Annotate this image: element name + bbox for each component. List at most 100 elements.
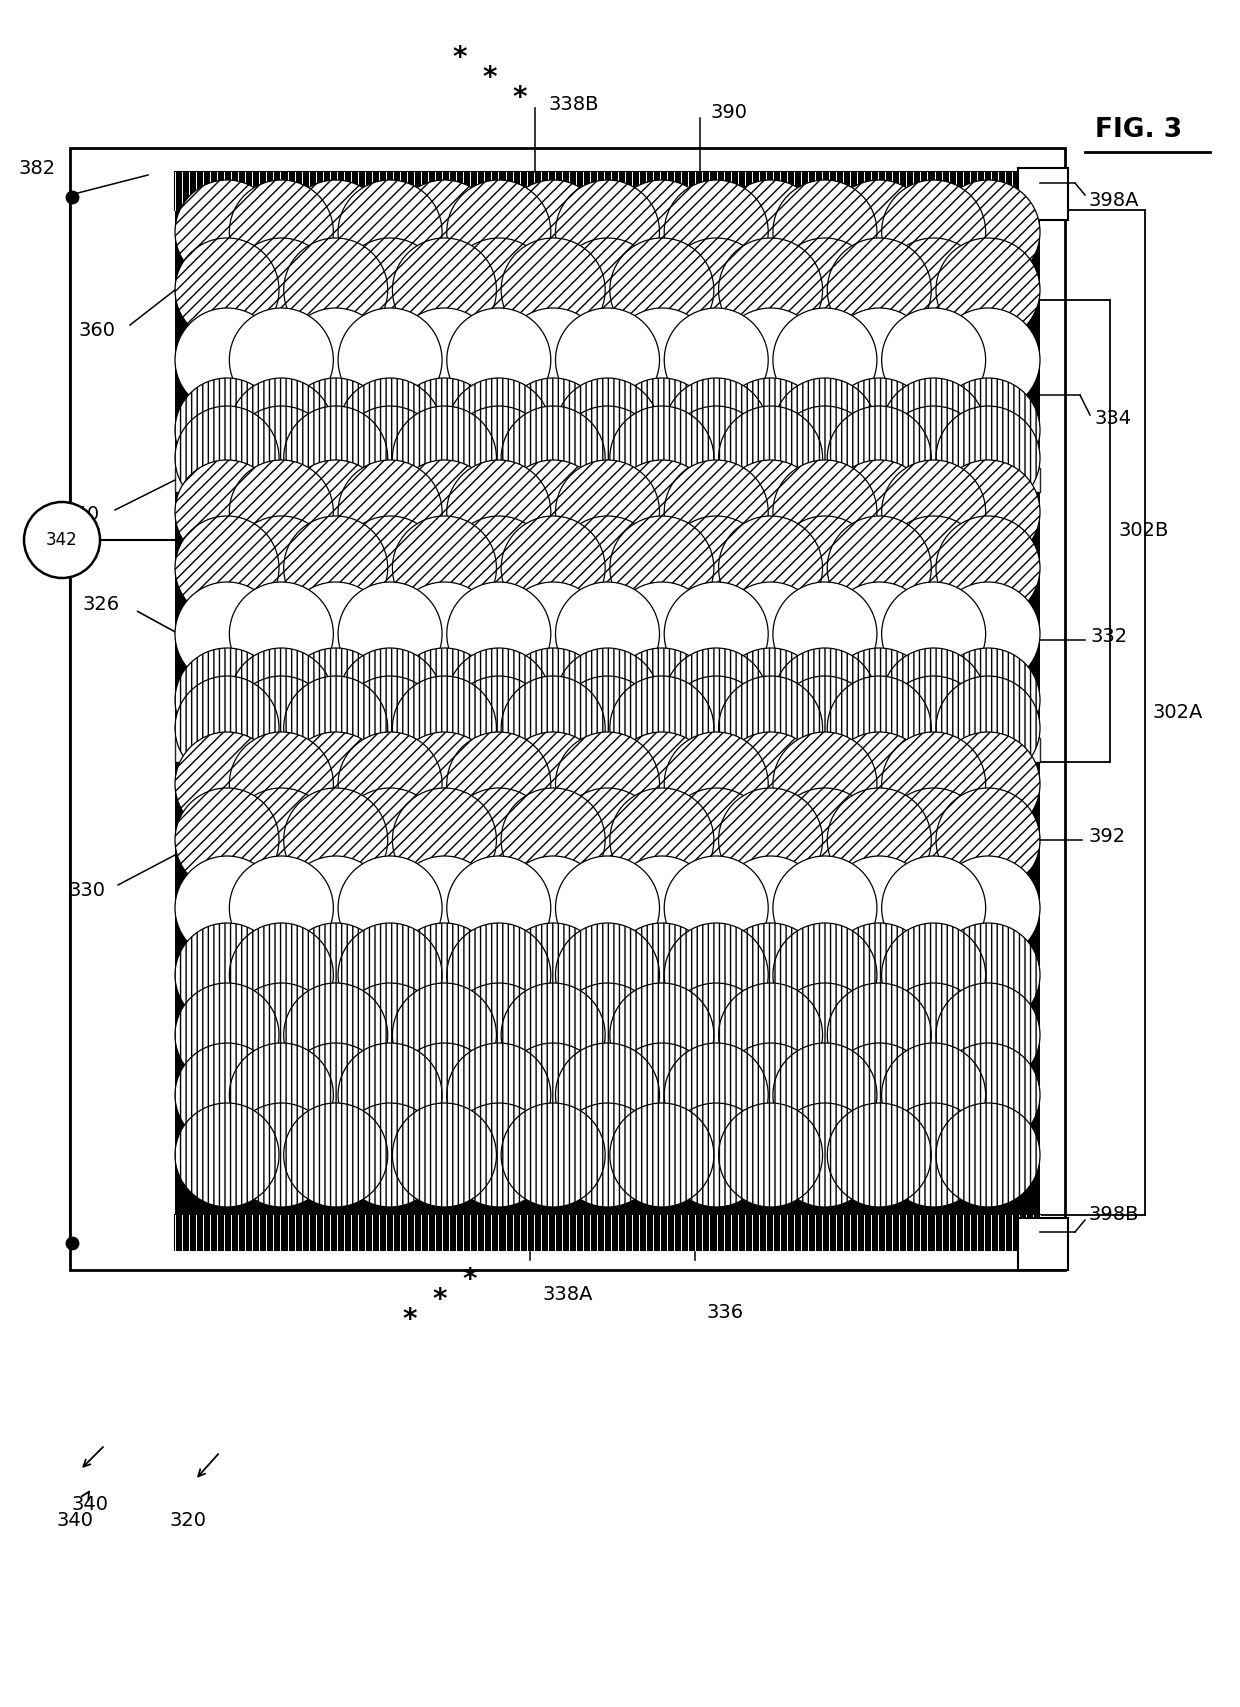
Circle shape bbox=[773, 676, 877, 780]
Circle shape bbox=[936, 676, 1040, 780]
Circle shape bbox=[446, 377, 551, 481]
Circle shape bbox=[229, 649, 334, 753]
Text: 302A: 302A bbox=[1153, 703, 1203, 722]
Circle shape bbox=[284, 1043, 388, 1147]
Bar bbox=[175, 172, 1040, 210]
Circle shape bbox=[610, 406, 714, 510]
Circle shape bbox=[392, 406, 496, 510]
Text: 302B: 302B bbox=[1118, 522, 1168, 541]
Circle shape bbox=[936, 516, 1040, 620]
Circle shape bbox=[610, 582, 714, 686]
Circle shape bbox=[284, 179, 388, 283]
Circle shape bbox=[501, 1103, 605, 1207]
Circle shape bbox=[229, 676, 334, 780]
Circle shape bbox=[665, 179, 769, 283]
Circle shape bbox=[827, 516, 931, 620]
Circle shape bbox=[392, 459, 496, 563]
Circle shape bbox=[665, 855, 769, 959]
Circle shape bbox=[392, 237, 496, 341]
Circle shape bbox=[556, 1103, 660, 1207]
Circle shape bbox=[827, 377, 931, 481]
Bar bbox=[175, 737, 1040, 761]
Circle shape bbox=[284, 459, 388, 563]
Circle shape bbox=[284, 307, 388, 411]
Circle shape bbox=[446, 732, 551, 836]
Text: 326: 326 bbox=[83, 596, 120, 615]
Circle shape bbox=[610, 179, 714, 283]
Circle shape bbox=[339, 789, 443, 893]
Circle shape bbox=[284, 855, 388, 959]
Circle shape bbox=[718, 649, 822, 753]
Circle shape bbox=[773, 855, 877, 959]
Circle shape bbox=[175, 459, 279, 563]
Circle shape bbox=[718, 1043, 822, 1147]
Circle shape bbox=[882, 516, 986, 620]
Circle shape bbox=[936, 237, 1040, 341]
Circle shape bbox=[229, 406, 334, 510]
Circle shape bbox=[339, 516, 443, 620]
Text: 340: 340 bbox=[72, 1492, 109, 1514]
Circle shape bbox=[773, 179, 877, 283]
Circle shape bbox=[610, 983, 714, 1087]
Text: 336: 336 bbox=[707, 1302, 744, 1321]
Circle shape bbox=[718, 406, 822, 510]
Circle shape bbox=[610, 237, 714, 341]
Text: 342: 342 bbox=[46, 531, 78, 550]
Text: 382: 382 bbox=[19, 159, 56, 178]
Circle shape bbox=[229, 307, 334, 411]
Circle shape bbox=[501, 459, 605, 563]
Circle shape bbox=[501, 307, 605, 411]
Circle shape bbox=[665, 649, 769, 753]
Circle shape bbox=[827, 789, 931, 893]
Circle shape bbox=[446, 923, 551, 1028]
Circle shape bbox=[882, 923, 986, 1028]
Circle shape bbox=[339, 1103, 443, 1207]
Circle shape bbox=[339, 855, 443, 959]
Circle shape bbox=[773, 1103, 877, 1207]
Bar bbox=[1018, 167, 1068, 220]
Text: 360: 360 bbox=[78, 321, 115, 340]
Circle shape bbox=[229, 516, 334, 620]
Circle shape bbox=[718, 582, 822, 686]
Circle shape bbox=[175, 789, 279, 893]
Text: 340: 340 bbox=[57, 1511, 93, 1529]
Circle shape bbox=[827, 1043, 931, 1147]
Circle shape bbox=[665, 582, 769, 686]
Circle shape bbox=[392, 789, 496, 893]
Circle shape bbox=[936, 855, 1040, 959]
Circle shape bbox=[229, 377, 334, 481]
Circle shape bbox=[392, 179, 496, 283]
Circle shape bbox=[501, 1043, 605, 1147]
Circle shape bbox=[718, 179, 822, 283]
Circle shape bbox=[392, 377, 496, 481]
Circle shape bbox=[284, 983, 388, 1087]
Circle shape bbox=[229, 923, 334, 1028]
Circle shape bbox=[827, 406, 931, 510]
Circle shape bbox=[718, 459, 822, 563]
Circle shape bbox=[718, 855, 822, 959]
Circle shape bbox=[936, 377, 1040, 481]
Circle shape bbox=[936, 1103, 1040, 1207]
Circle shape bbox=[936, 582, 1040, 686]
Circle shape bbox=[175, 732, 279, 836]
Circle shape bbox=[773, 516, 877, 620]
Circle shape bbox=[665, 676, 769, 780]
Circle shape bbox=[718, 307, 822, 411]
Circle shape bbox=[773, 649, 877, 753]
Circle shape bbox=[882, 983, 986, 1087]
Circle shape bbox=[229, 983, 334, 1087]
Circle shape bbox=[556, 377, 660, 481]
Text: 332: 332 bbox=[1090, 628, 1127, 647]
Circle shape bbox=[665, 406, 769, 510]
Circle shape bbox=[175, 406, 279, 510]
Circle shape bbox=[392, 855, 496, 959]
Circle shape bbox=[610, 923, 714, 1028]
Circle shape bbox=[882, 582, 986, 686]
Circle shape bbox=[773, 406, 877, 510]
Circle shape bbox=[339, 649, 443, 753]
Circle shape bbox=[556, 1043, 660, 1147]
Circle shape bbox=[718, 732, 822, 836]
Circle shape bbox=[882, 855, 986, 959]
Circle shape bbox=[556, 676, 660, 780]
Circle shape bbox=[936, 732, 1040, 836]
